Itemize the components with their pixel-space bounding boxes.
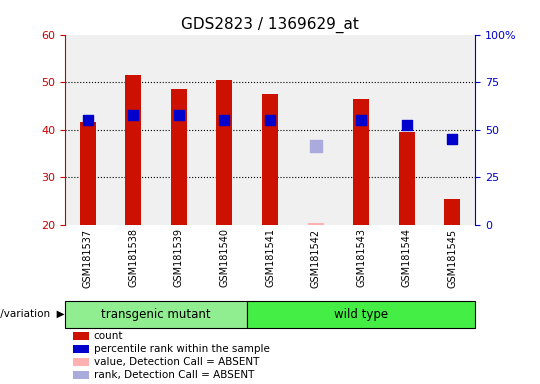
Text: genotype/variation  ▶: genotype/variation ▶: [0, 310, 65, 319]
Text: GSM181541: GSM181541: [265, 228, 275, 288]
Bar: [444, 199, 461, 225]
FancyBboxPatch shape: [65, 301, 247, 328]
Text: percentile rank within the sample: percentile rank within the sample: [93, 344, 269, 354]
Text: GSM181542: GSM181542: [310, 228, 321, 288]
Point: [357, 117, 366, 123]
Point: [220, 117, 229, 123]
Bar: [79, 122, 96, 225]
Point: [174, 112, 183, 118]
Bar: [73, 371, 90, 379]
Bar: [73, 345, 90, 353]
Bar: [125, 75, 141, 225]
Point: [402, 122, 411, 128]
Bar: [262, 94, 278, 225]
Text: GSM181537: GSM181537: [83, 228, 92, 288]
Text: wild type: wild type: [334, 308, 388, 321]
Text: GSM181544: GSM181544: [402, 228, 412, 288]
Point: [448, 136, 457, 142]
Text: GSM181543: GSM181543: [356, 228, 366, 288]
Bar: [308, 223, 323, 225]
Text: rank, Detection Call = ABSENT: rank, Detection Call = ABSENT: [93, 370, 254, 380]
Title: GDS2823 / 1369629_at: GDS2823 / 1369629_at: [181, 17, 359, 33]
Point: [311, 143, 320, 149]
Text: GSM181539: GSM181539: [174, 228, 184, 288]
Text: GSM181538: GSM181538: [128, 228, 138, 288]
Text: transgenic mutant: transgenic mutant: [101, 308, 211, 321]
Text: value, Detection Call = ABSENT: value, Detection Call = ABSENT: [93, 357, 259, 367]
Bar: [73, 332, 90, 340]
Bar: [171, 89, 187, 225]
FancyBboxPatch shape: [247, 301, 475, 328]
Point: [129, 112, 138, 118]
Text: GSM181540: GSM181540: [219, 228, 230, 288]
Bar: [217, 80, 232, 225]
Bar: [399, 132, 415, 225]
Point: [83, 117, 92, 123]
Bar: [73, 358, 90, 366]
Text: GSM181545: GSM181545: [448, 228, 457, 288]
Text: count: count: [93, 331, 123, 341]
Point: [266, 117, 274, 123]
Bar: [353, 99, 369, 225]
